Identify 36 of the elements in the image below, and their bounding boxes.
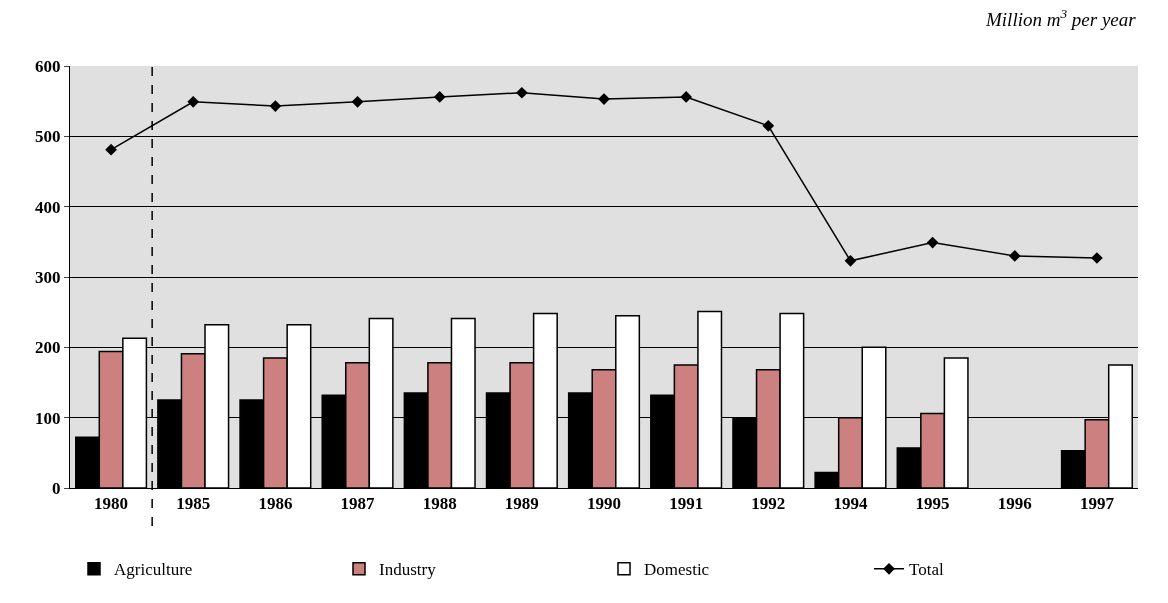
y-tick-label: 400 <box>35 197 61 217</box>
point <box>844 254 857 267</box>
point <box>680 91 692 103</box>
x-tick-label: 1991 <box>669 494 704 514</box>
legend-label: Total <box>909 560 944 580</box>
y-tick-label: 500 <box>35 127 61 147</box>
y-tick-label: 0 <box>52 478 61 498</box>
x-tick-label: 1986 <box>258 494 293 514</box>
y-tick-label: 300 <box>35 267 61 287</box>
point <box>269 100 282 112</box>
y-tick-label: 600 <box>35 56 61 76</box>
legend-label: Domestic <box>644 560 710 580</box>
x-tick-label: 1996 <box>997 494 1032 514</box>
point <box>105 143 117 156</box>
chart-subtitle: Million m$^{3}$ per year <box>985 6 1137 30</box>
x-tick-label: 1994 <box>833 494 868 514</box>
y-tick-label: 100 <box>35 408 61 428</box>
x-tick-label: 1995 <box>915 494 950 514</box>
y-tick-label: 200 <box>35 338 61 358</box>
point <box>433 91 446 103</box>
x-tick-label: 1980 <box>94 494 129 514</box>
x-tick-label: 1990 <box>587 494 621 514</box>
legend-label: Industry <box>379 560 437 580</box>
x-tick-label: 1985 <box>176 494 211 514</box>
x-tick-label: 1988 <box>422 494 457 514</box>
point <box>187 96 200 108</box>
point <box>1008 250 1021 262</box>
x-tick-label: 1992 <box>751 494 786 514</box>
x-tick-label: 1987 <box>340 494 376 514</box>
point <box>351 96 364 108</box>
point <box>926 236 939 249</box>
x-tick-label: 1989 <box>504 494 539 514</box>
point <box>516 86 528 99</box>
x-tick-label: 1997 <box>1079 494 1115 514</box>
legend-label: Agriculture <box>114 560 193 580</box>
point <box>762 119 775 132</box>
